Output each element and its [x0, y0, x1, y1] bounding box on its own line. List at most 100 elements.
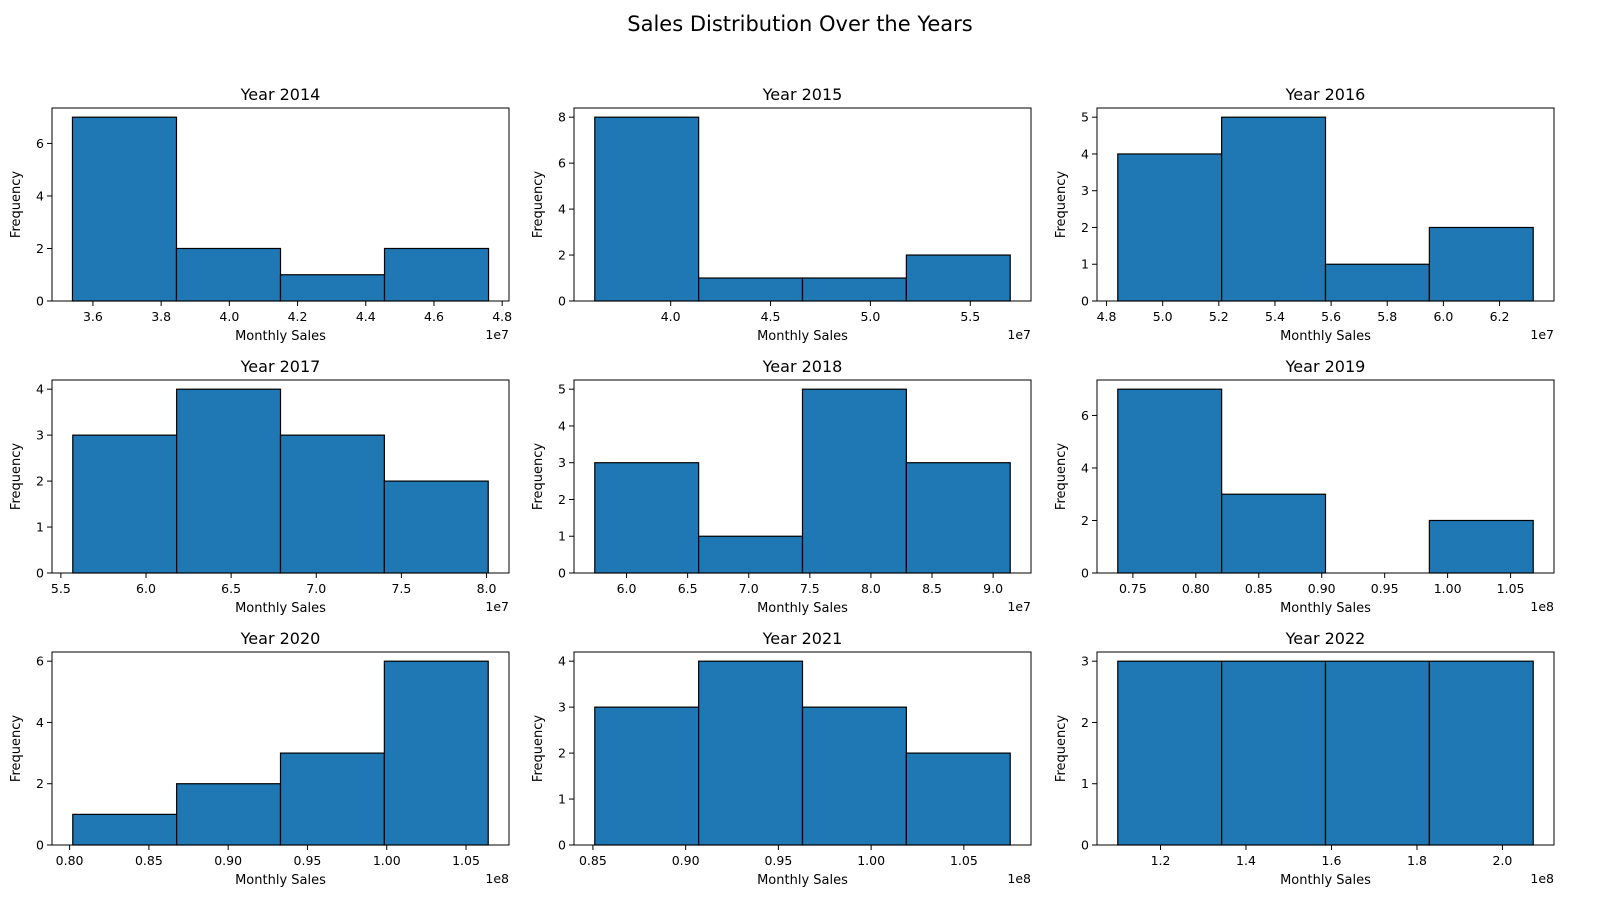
axes-frame	[573, 107, 1032, 302]
y-tick-label: 1	[558, 529, 566, 544]
histogram-bar	[801, 277, 907, 302]
x-tick-label: 0.85	[579, 853, 607, 868]
x-tick-label: 0.95	[764, 853, 792, 868]
x-tick-label: 4.8	[492, 309, 512, 324]
x-offset-label: 1e8	[485, 871, 509, 886]
histogram-bar	[1117, 153, 1223, 302]
x-tick-label: 8.5	[922, 581, 942, 596]
y-tick-label: 0	[36, 294, 44, 309]
histogram-bar	[594, 706, 700, 846]
x-tick-label: 0.75	[1119, 581, 1147, 596]
y-tick-label: 0	[1081, 294, 1089, 309]
subplot-9: 1.2 1.4 1.6 1.8 2.0 0 1 2 3 Year 2022 Monthly Sale…	[1054, 629, 1555, 888]
x-tick-label: 0.90	[214, 853, 242, 868]
x-tick-label: 2.0	[1493, 853, 1513, 868]
x-tick-label: 6.0	[136, 581, 156, 596]
x-axis-label: Monthly Sales	[1280, 329, 1371, 344]
x-tick-label: 4.0	[219, 309, 239, 324]
y-tick-label: 2	[36, 241, 44, 256]
y-tick-label: 4	[1081, 460, 1089, 475]
y-tick-label: 3	[558, 700, 566, 715]
x-tick-label: 5.2	[1209, 309, 1229, 324]
x-tick-label: 5.5	[51, 581, 71, 596]
y-tick-label: 4	[1081, 146, 1089, 161]
y-tick-label: 8	[558, 110, 566, 125]
x-tick-label: 0.90	[672, 853, 700, 868]
y-tick-label: 2	[1081, 513, 1089, 528]
subplot-2: 4.0 4.5 5.0 5.5 0 2 4 6 8 Year 2015 Monthly Sales F…	[531, 85, 1032, 344]
axes-frame	[51, 651, 510, 846]
x-tick-label: 5.0	[860, 309, 880, 324]
histogram-bar	[698, 277, 804, 302]
x-tick-label: 1.6	[1322, 853, 1342, 868]
histogram-bar	[1117, 660, 1223, 846]
y-tick-label: 2	[1081, 220, 1089, 235]
x-axis-label: Monthly Sales	[757, 601, 848, 616]
y-tick-label: 1	[36, 520, 44, 535]
histogram-bar	[279, 752, 385, 846]
subplot-title: Year 2017	[240, 357, 321, 376]
y-tick-label: 2	[558, 492, 566, 507]
subplot-title: Year 2021	[762, 629, 843, 648]
axes-frame	[1096, 651, 1555, 846]
x-tick-label: 7.5	[800, 581, 820, 596]
x-offset-label: 1e7	[1007, 327, 1031, 342]
x-tick-label: 8.0	[477, 581, 497, 596]
y-tick-label: 2	[1081, 715, 1089, 730]
y-tick-label: 4	[558, 654, 566, 669]
x-tick-label: 4.8	[1097, 309, 1117, 324]
x-tick-label: 3.8	[151, 309, 171, 324]
subplot-title: Year 2016	[1285, 85, 1366, 104]
y-tick-label: 0	[558, 838, 566, 853]
y-tick-label: 4	[558, 418, 566, 433]
y-axis-label: Frequency	[531, 443, 546, 510]
histogram-bar	[72, 813, 178, 846]
subplot-title: Year 2020	[240, 629, 321, 648]
histogram-bar	[279, 434, 385, 574]
histogram-bar	[383, 247, 490, 302]
x-tick-label: 9.0	[983, 581, 1003, 596]
y-tick-label: 3	[1081, 183, 1089, 198]
histogram-bar	[383, 480, 489, 574]
x-tick-label: 1.05	[1497, 581, 1525, 596]
histogram-bar	[1324, 660, 1430, 846]
y-axis-label: Frequency	[1054, 443, 1069, 510]
subplot-title: Year 2018	[762, 357, 843, 376]
y-tick-label: 3	[558, 455, 566, 470]
y-axis-label: Frequency	[1054, 715, 1069, 782]
x-tick-label: 0.95	[294, 853, 322, 868]
y-tick-label: 6	[36, 136, 44, 151]
x-axis-label: Monthly Sales	[1280, 601, 1371, 616]
x-tick-label: 0.90	[1308, 581, 1336, 596]
x-tick-label: 1.00	[373, 853, 401, 868]
y-axis-label: Frequency	[531, 171, 546, 238]
histogram-bar	[1221, 660, 1327, 846]
histogram-bar	[176, 783, 282, 846]
y-tick-label: 6	[558, 156, 566, 171]
x-tick-label: 7.5	[391, 581, 411, 596]
y-tick-label: 2	[558, 746, 566, 761]
y-tick-label: 1	[1081, 257, 1089, 272]
x-offset-label: 1e7	[485, 599, 509, 614]
y-tick-label: 0	[1081, 566, 1089, 581]
histogram-bar	[1428, 519, 1534, 574]
x-tick-label: 4.6	[424, 309, 444, 324]
x-tick-label: 1.05	[950, 853, 978, 868]
x-tick-label: 4.5	[761, 309, 781, 324]
y-tick-label: 4	[558, 202, 566, 217]
subplot-6: 0.75 0.80 0.85 0.90 0.95 1.00 1.05 0 2 4 6 Year 201…	[1054, 357, 1555, 616]
x-axis-label: Monthly Sales	[235, 329, 326, 344]
x-tick-label: 5.8	[1377, 309, 1397, 324]
x-axis-label: Monthly Sales	[1280, 873, 1371, 888]
histogram-bar	[1428, 660, 1534, 846]
y-tick-label: 5	[558, 382, 566, 397]
x-tick-label: 0.95	[1371, 581, 1399, 596]
y-tick-label: 4	[36, 188, 44, 203]
histogram-bar	[905, 752, 1011, 846]
x-tick-label: 1.00	[1434, 581, 1462, 596]
histogram-bar	[1324, 263, 1430, 302]
x-tick-label: 5.4	[1265, 309, 1285, 324]
axes-frame	[573, 651, 1032, 846]
